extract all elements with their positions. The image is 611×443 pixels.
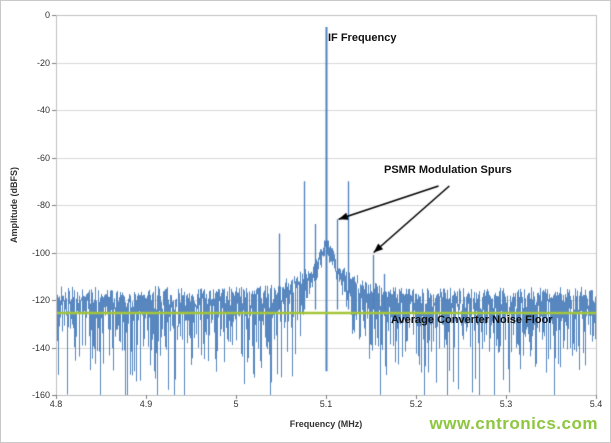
spectrum-chart-figure: IF Frequency PSMR Modulation Spurs Avera… (0, 0, 611, 443)
spectrum-chart-canvas (1, 1, 610, 442)
